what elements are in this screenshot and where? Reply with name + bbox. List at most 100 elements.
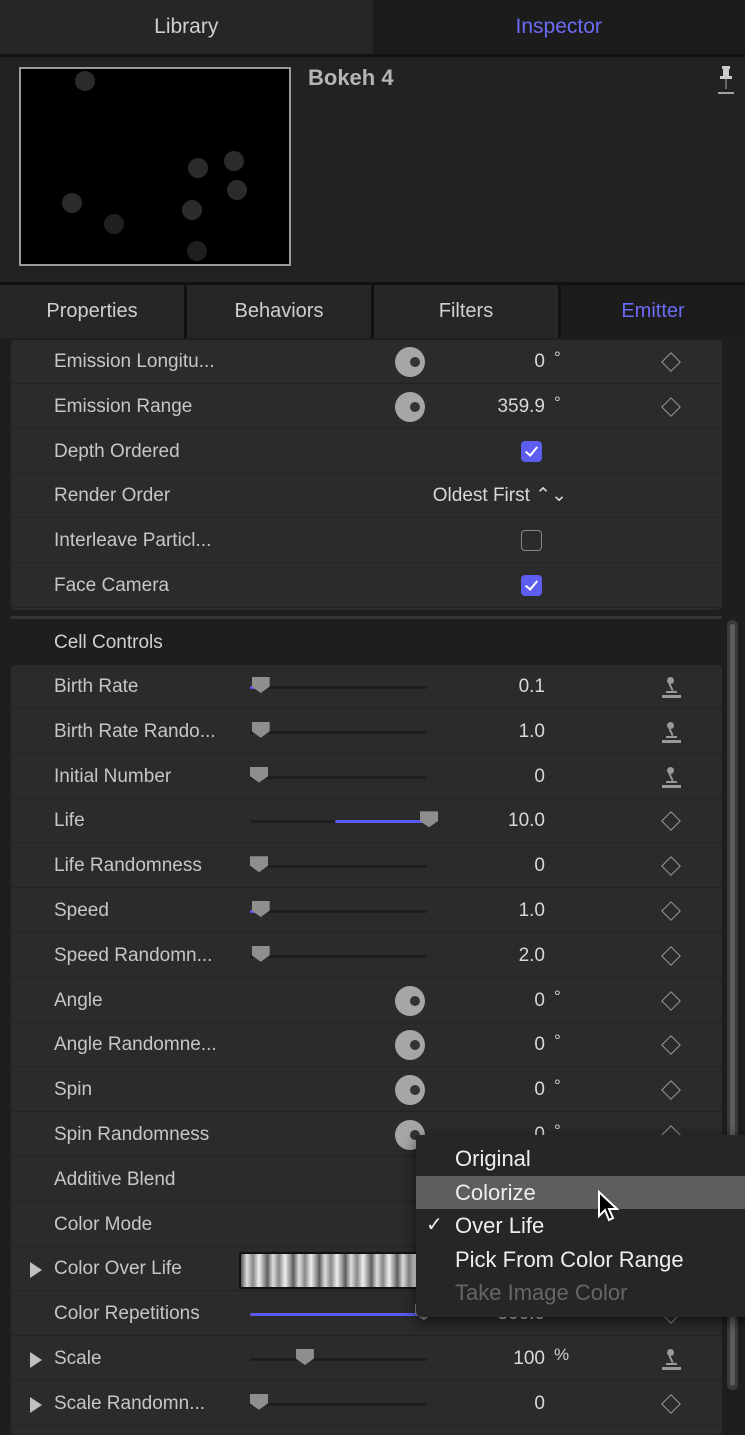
menu-item-take-image-color: Take Image Color <box>416 1276 745 1310</box>
menu-item-over-life[interactable]: ✓Over Life <box>416 1209 745 1243</box>
slider-thumb[interactable] <box>296 1349 314 1365</box>
preview-thumbnail <box>19 67 291 266</box>
keyframe-diamond-icon[interactable] <box>661 1394 681 1414</box>
color-gradient-swatch[interactable] <box>239 1252 439 1289</box>
keyframe-diamond-icon[interactable] <box>661 1035 681 1055</box>
keyframe-diamond-icon[interactable] <box>661 811 681 831</box>
slider-thumb[interactable] <box>252 722 270 738</box>
tab-library[interactable]: Library <box>0 0 373 54</box>
rig-joystick-icon[interactable] <box>660 675 682 699</box>
property-value[interactable]: 0 <box>534 1068 545 1112</box>
property-value[interactable]: 2.0 <box>519 934 545 978</box>
property-label: Speed Randomn... <box>54 934 212 978</box>
slider-fill <box>335 820 429 823</box>
property-row-interleave-particl: Interleave Particl... <box>11 519 722 563</box>
tab-emitter[interactable]: Emitter <box>561 285 745 338</box>
angle-dial[interactable] <box>395 986 425 1016</box>
slider-track[interactable] <box>250 1403 427 1406</box>
menu-item-colorize[interactable]: Colorize <box>416 1176 745 1210</box>
unit-label: ° <box>554 975 561 1019</box>
property-label: Initial Number <box>54 755 171 799</box>
property-value[interactable]: 0 <box>534 755 545 799</box>
property-row-face-camera: Face Camera <box>11 564 722 608</box>
property-value[interactable]: 0 <box>534 340 545 384</box>
slider-fill <box>250 1313 424 1316</box>
slider-thumb[interactable] <box>420 811 438 827</box>
slider-track[interactable] <box>250 686 427 689</box>
property-row-depth-ordered: Depth Ordered <box>11 430 722 474</box>
property-label: Scale <box>54 1337 102 1381</box>
top-tabs: Library Inspector <box>0 0 745 57</box>
slider-track[interactable] <box>250 955 427 958</box>
property-label: Angle <box>54 979 103 1023</box>
property-value[interactable]: 359.9 <box>497 385 545 429</box>
property-value[interactable]: 0 <box>534 979 545 1023</box>
angle-dial[interactable] <box>395 392 425 422</box>
keyframe-diamond-icon[interactable] <box>661 946 681 966</box>
divider <box>11 616 722 619</box>
property-label: Render Order <box>54 474 170 518</box>
keyframe-diamond-icon[interactable] <box>661 901 681 921</box>
angle-dial[interactable] <box>395 1075 425 1105</box>
pin-icon[interactable] <box>716 65 736 95</box>
angle-dial[interactable] <box>395 1030 425 1060</box>
property-row-life: Life 10.0 <box>11 799 722 843</box>
unit-label: ° <box>554 1019 561 1063</box>
mouse-cursor-icon <box>596 1190 620 1226</box>
menu-item-original[interactable]: Original <box>416 1142 745 1176</box>
property-row-scale-randomn: Scale Randomn...0 <box>11 1382 722 1426</box>
keyframe-diamond-icon[interactable] <box>661 991 681 1011</box>
rig-joystick-icon[interactable] <box>660 1347 682 1371</box>
property-value[interactable]: 100 <box>513 1337 545 1381</box>
disclosure-triangle-icon[interactable] <box>30 1352 42 1368</box>
keyframe-diamond-icon[interactable] <box>661 352 681 372</box>
property-value[interactable]: 0 <box>534 1382 545 1426</box>
slider-thumb[interactable] <box>250 1394 268 1410</box>
rig-joystick-icon[interactable] <box>660 765 682 789</box>
slider-track[interactable] <box>250 865 427 868</box>
slider-track[interactable] <box>250 910 427 913</box>
slider-track[interactable] <box>250 1358 427 1361</box>
property-label: Angle Randomne... <box>54 1023 217 1067</box>
property-value[interactable]: 0 <box>534 844 545 888</box>
checkmark-icon: ✓ <box>426 1209 443 1243</box>
slider-thumb[interactable] <box>250 767 268 783</box>
slider-thumb[interactable] <box>252 901 270 917</box>
keyframe-diamond-icon[interactable] <box>661 1080 681 1100</box>
checkbox[interactable] <box>521 530 542 551</box>
slider-track[interactable] <box>250 776 427 779</box>
tab-properties[interactable]: Properties <box>0 285 184 338</box>
tab-inspector[interactable]: Inspector <box>373 0 745 54</box>
angle-dial[interactable] <box>395 347 425 377</box>
keyframe-diamond-icon[interactable] <box>661 397 681 417</box>
property-label: Life <box>54 799 85 843</box>
popup-menu[interactable]: Oldest First ⌃⌄ <box>433 474 567 518</box>
tab-behaviors[interactable]: Behaviors <box>187 285 371 338</box>
property-value[interactable]: 0.1 <box>519 665 545 709</box>
menu-item-pick-from-color-range[interactable]: Pick From Color Range <box>416 1243 745 1277</box>
keyframe-diamond-icon[interactable] <box>661 856 681 876</box>
property-value[interactable]: 1.0 <box>519 889 545 933</box>
slider-thumb[interactable] <box>252 946 270 962</box>
property-label: Emission Longitu... <box>54 340 215 384</box>
inspector-header: Bokeh 4 <box>0 57 745 282</box>
tab-filters[interactable]: Filters <box>374 285 558 338</box>
rig-joystick-icon[interactable] <box>660 720 682 744</box>
property-value[interactable]: 1.0 <box>519 710 545 754</box>
slider-thumb[interactable] <box>250 856 268 872</box>
unit-label: ° <box>554 381 561 425</box>
checkbox[interactable] <box>521 441 542 462</box>
property-value[interactable]: 0 <box>534 1023 545 1067</box>
slider-thumb[interactable] <box>252 677 270 693</box>
disclosure-triangle-icon[interactable] <box>30 1262 42 1278</box>
disclosure-triangle-icon[interactable] <box>30 1397 42 1413</box>
slider-track[interactable] <box>250 731 427 734</box>
property-value[interactable]: 10.0 <box>508 799 545 843</box>
checkbox[interactable] <box>521 575 542 596</box>
property-label: Depth Ordered <box>54 430 180 474</box>
property-row-speed-randomn: Speed Randomn... 2.0 <box>11 934 722 978</box>
